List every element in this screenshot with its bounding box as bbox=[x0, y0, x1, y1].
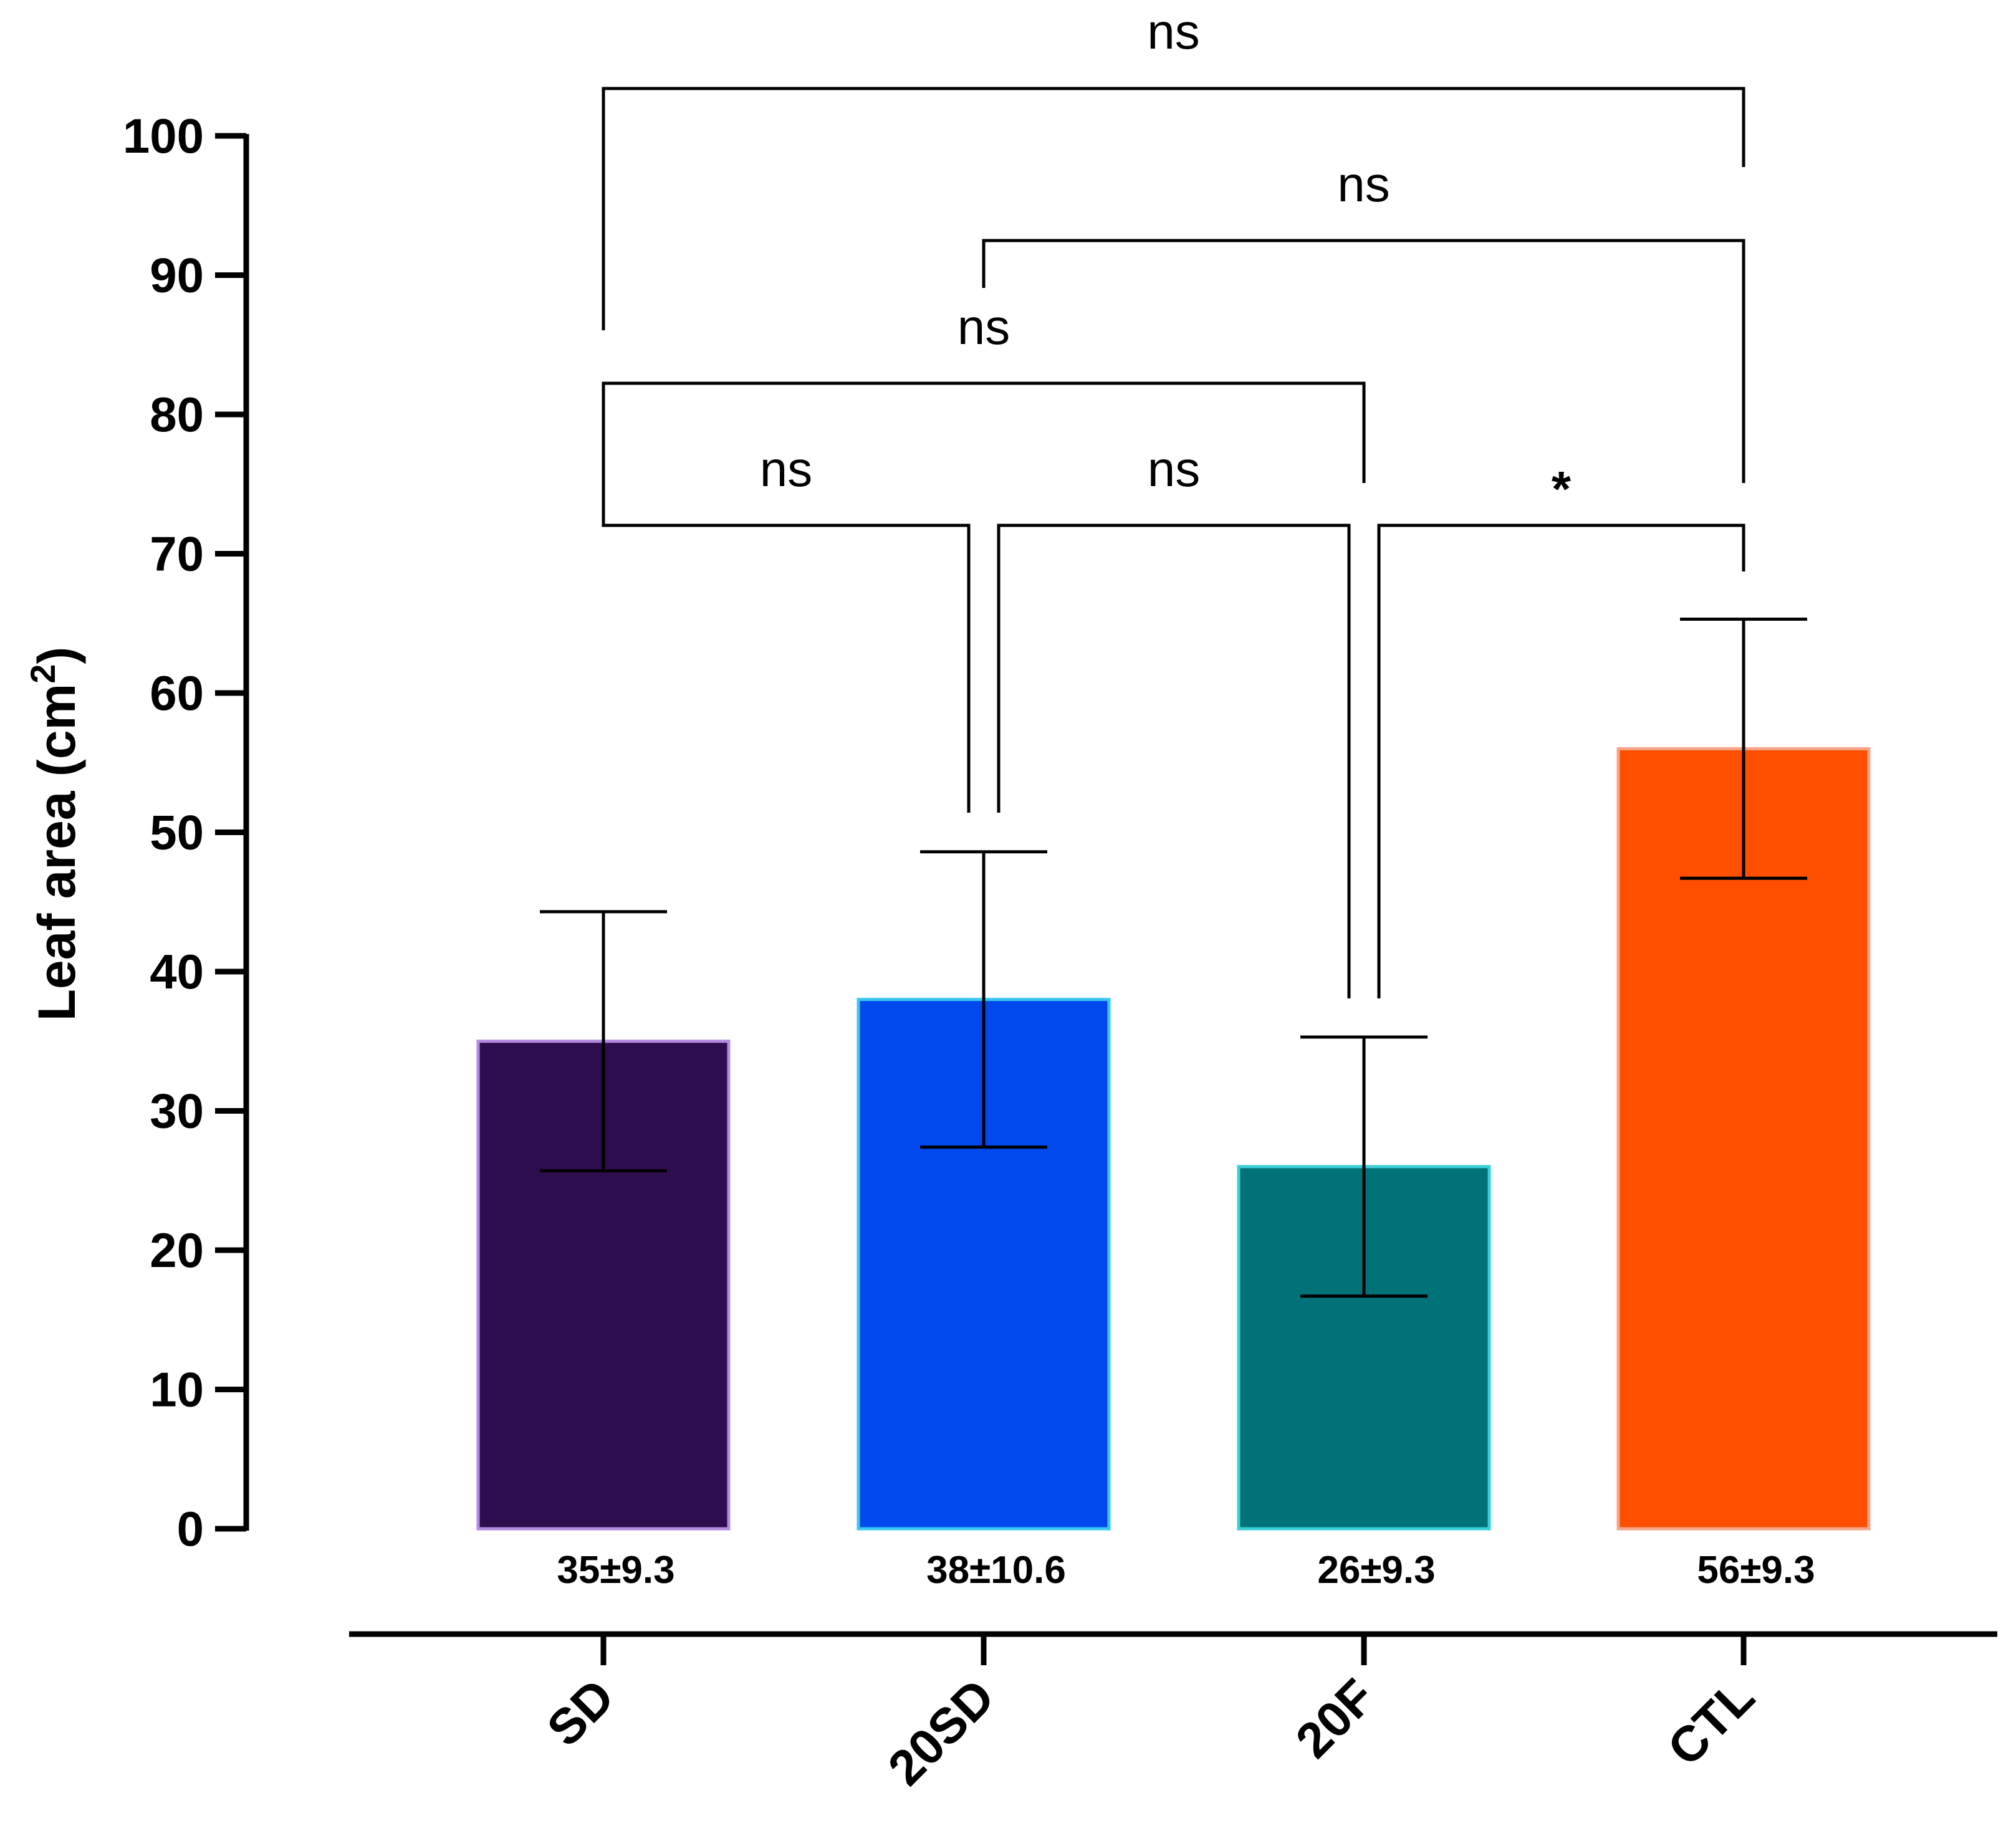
y-axis-title-text: Leaf area (cm bbox=[27, 684, 86, 1021]
error-bar-20f bbox=[1300, 1035, 1428, 1298]
y-tick-label: 100 bbox=[123, 108, 204, 163]
significance-label: ns bbox=[958, 299, 1010, 355]
significance-bracket-sd-20sd: ns bbox=[602, 441, 971, 813]
x-tick-label-sd: SD bbox=[537, 1668, 625, 1757]
y-axis-title: Leaf area (cm2) bbox=[23, 647, 86, 1021]
mean-label-sd: 35±9.3 bbox=[557, 1549, 674, 1592]
significance-label: * bbox=[1552, 461, 1572, 517]
y-axis-label: Leaf area (cm2) bbox=[23, 647, 86, 1021]
y-tick-label: 20 bbox=[150, 1223, 204, 1278]
mean-label-ctl: 56±9.3 bbox=[1697, 1549, 1815, 1592]
y-axis: 0 10 20 30 40 50 60 70 80 90 100 bbox=[123, 108, 249, 1556]
x-tick-label-ctl: CTL bbox=[1657, 1668, 1765, 1776]
x-axis: SD 20SD 20F CTL bbox=[349, 1631, 1997, 1796]
mean-label-20f: 26±9.3 bbox=[1317, 1549, 1435, 1592]
significance-bracket-20sd-ctl: ns bbox=[982, 156, 1745, 483]
y-tick-label: 90 bbox=[150, 248, 204, 303]
y-tick-label: 60 bbox=[150, 666, 204, 720]
error-bars bbox=[540, 618, 1807, 1298]
significance-label: ns bbox=[1148, 441, 1201, 497]
y-tick-label: 10 bbox=[150, 1362, 204, 1417]
significance-label: ns bbox=[1147, 4, 1200, 59]
error-bar-sd bbox=[540, 910, 667, 1173]
y-tick-label: 40 bbox=[150, 944, 204, 999]
error-bar-20sd bbox=[920, 850, 1047, 1149]
significance-label: ns bbox=[760, 441, 813, 497]
y-tick-label: 50 bbox=[150, 805, 204, 860]
significance-bracket-20sd-20f: ns bbox=[997, 441, 1351, 998]
y-tick-label: 80 bbox=[150, 387, 204, 442]
significance-bracket-20f-ctl: * bbox=[1377, 461, 1745, 998]
y-tick-label: 0 bbox=[177, 1501, 204, 1556]
y-axis-title-superscript: 2 bbox=[23, 664, 62, 684]
y-axis-title-close: ) bbox=[27, 647, 86, 664]
error-bar-ctl bbox=[1680, 618, 1807, 880]
x-tick-label-20f: 20F bbox=[1285, 1668, 1385, 1768]
x-tick-label-20sd: 20SD bbox=[878, 1668, 1005, 1795]
mean-label-20sd: 38±10.6 bbox=[926, 1549, 1066, 1592]
significance-brackets: ns ns ns ns ns * bbox=[602, 4, 1745, 998]
significance-bracket-sd-20f: ns bbox=[602, 299, 1366, 485]
y-tick-label: 30 bbox=[150, 1084, 204, 1139]
y-tick-label: 70 bbox=[150, 527, 204, 581]
bars bbox=[476, 747, 1871, 1531]
significance-label: ns bbox=[1337, 156, 1390, 212]
significance-bracket-sd-ctl: ns bbox=[602, 4, 1745, 330]
mean-labels: 35±9.3 38±10.6 26±9.3 56±9.3 bbox=[557, 1549, 1815, 1592]
